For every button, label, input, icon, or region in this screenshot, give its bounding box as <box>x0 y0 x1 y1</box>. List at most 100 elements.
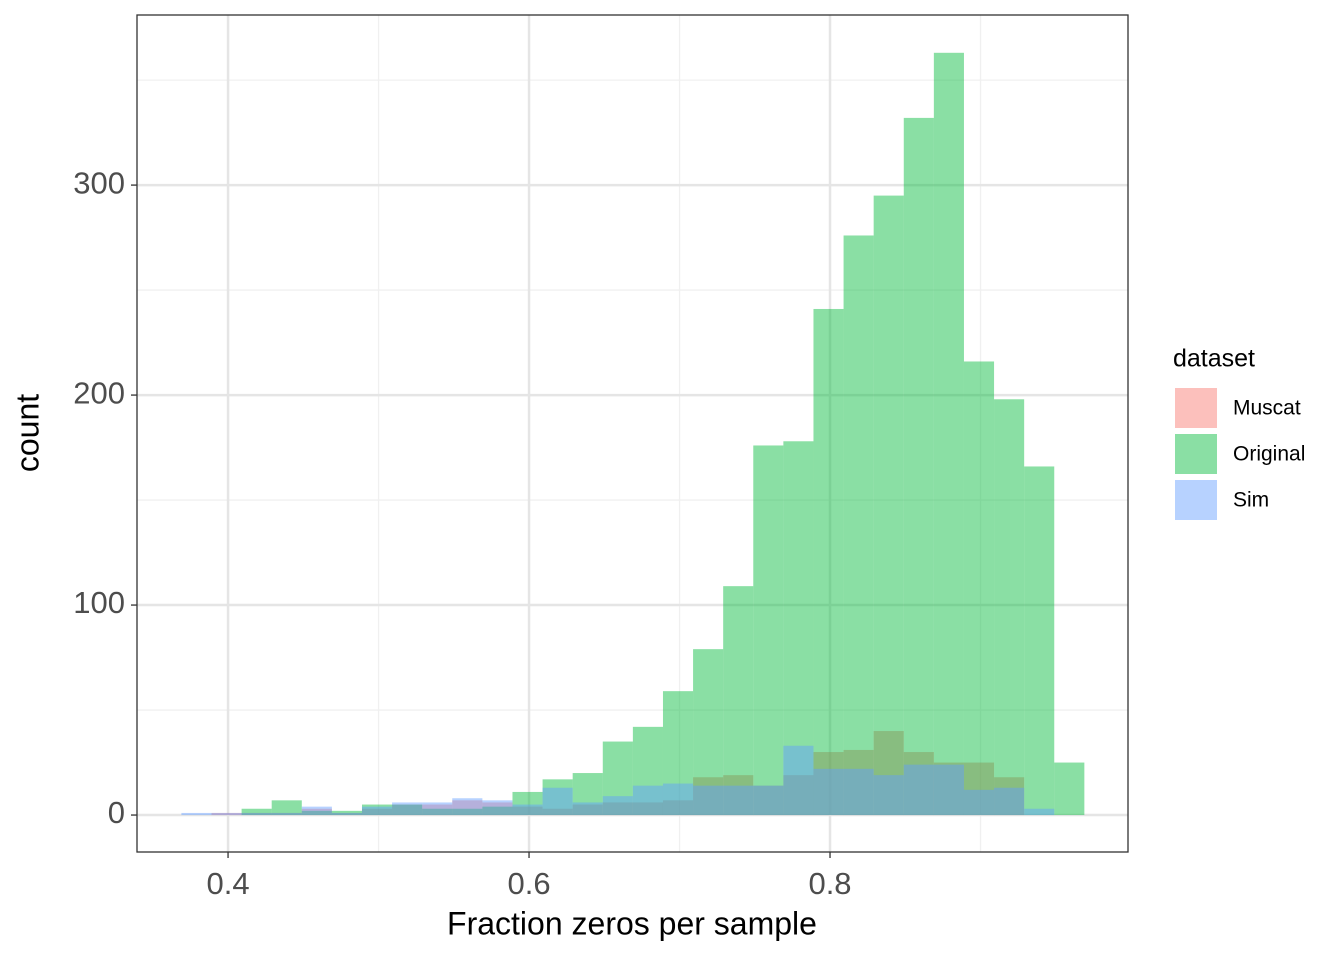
bar <box>361 808 393 816</box>
bar <box>662 691 694 816</box>
x-tick-label: 0.8 <box>808 866 851 901</box>
bar <box>271 800 302 816</box>
y-tick-label: 0 <box>108 795 125 830</box>
bar <box>602 796 633 816</box>
bar <box>301 810 332 816</box>
bar <box>963 361 995 816</box>
bar <box>994 399 1025 816</box>
bar <box>873 731 904 816</box>
legend-title: dataset <box>1173 345 1255 373</box>
y-tick-label: 100 <box>73 585 125 620</box>
bar <box>211 812 242 816</box>
bar <box>933 762 964 816</box>
bar <box>331 810 362 816</box>
bar <box>903 117 934 816</box>
bar <box>542 779 573 816</box>
legend-swatch <box>1175 480 1217 520</box>
bar <box>783 441 814 816</box>
bar <box>693 649 724 816</box>
bar <box>602 802 633 816</box>
x-tick-label: 0.4 <box>206 866 249 901</box>
bar <box>662 800 694 816</box>
bar <box>331 812 362 816</box>
bar <box>512 791 543 816</box>
legend-label: Sim <box>1233 489 1269 512</box>
bar <box>994 787 1025 816</box>
bar <box>963 789 995 816</box>
bar <box>392 804 423 816</box>
bar <box>452 798 483 816</box>
bar <box>693 777 724 816</box>
bar <box>933 52 964 816</box>
bar <box>482 806 513 816</box>
bar <box>1024 808 1055 816</box>
panel-border <box>136 14 1129 853</box>
bar <box>542 787 573 816</box>
bar <box>813 308 844 816</box>
legend-label: Original <box>1233 443 1305 466</box>
y-tick-label: 300 <box>73 165 125 200</box>
bar <box>211 812 242 816</box>
bar <box>783 775 814 816</box>
bar <box>813 768 844 816</box>
bar <box>331 812 362 816</box>
bar <box>843 749 874 816</box>
bar <box>813 752 844 816</box>
legend-label: Muscat <box>1233 397 1301 420</box>
bar <box>452 800 483 816</box>
bar <box>693 785 724 816</box>
bar <box>1024 466 1055 816</box>
bar <box>723 785 754 816</box>
bar <box>723 775 754 816</box>
bar <box>392 802 423 816</box>
bar <box>632 802 663 816</box>
bar <box>452 808 483 816</box>
bar <box>301 808 332 816</box>
legend-swatch <box>1175 434 1217 474</box>
bar <box>392 804 423 816</box>
bar <box>903 764 934 816</box>
bar <box>783 745 814 816</box>
bar <box>963 762 995 816</box>
bar <box>572 773 603 816</box>
bar <box>482 800 513 816</box>
bar <box>572 802 603 816</box>
bar <box>843 235 874 816</box>
bar <box>422 808 453 816</box>
bar <box>753 785 784 816</box>
bar <box>903 752 934 816</box>
bar <box>512 806 543 816</box>
bar <box>662 783 694 816</box>
bar <box>572 804 603 816</box>
x-axis-title: Fraction zeros per sample <box>447 905 817 941</box>
legend-swatch <box>1175 388 1217 428</box>
y-tick-label: 200 <box>73 375 125 410</box>
bar <box>542 808 573 816</box>
bar <box>753 445 784 816</box>
bar <box>361 804 393 816</box>
bar <box>512 804 543 816</box>
bar <box>241 808 272 816</box>
bar <box>241 812 272 816</box>
bar <box>843 768 874 816</box>
bar <box>241 812 272 816</box>
bar <box>873 195 904 816</box>
bar <box>422 804 453 816</box>
bar <box>1054 762 1085 816</box>
bar <box>933 764 964 816</box>
bar <box>994 777 1025 816</box>
bar <box>632 785 663 816</box>
bar <box>873 775 904 816</box>
bar <box>753 785 784 816</box>
bar <box>181 812 212 816</box>
bar <box>632 726 663 816</box>
y-axis-title: count <box>9 394 45 472</box>
x-tick-label: 0.6 <box>507 866 550 901</box>
bar <box>271 812 302 816</box>
bar <box>602 741 633 816</box>
bar <box>271 812 302 816</box>
bar <box>482 802 513 816</box>
bar <box>361 806 393 816</box>
